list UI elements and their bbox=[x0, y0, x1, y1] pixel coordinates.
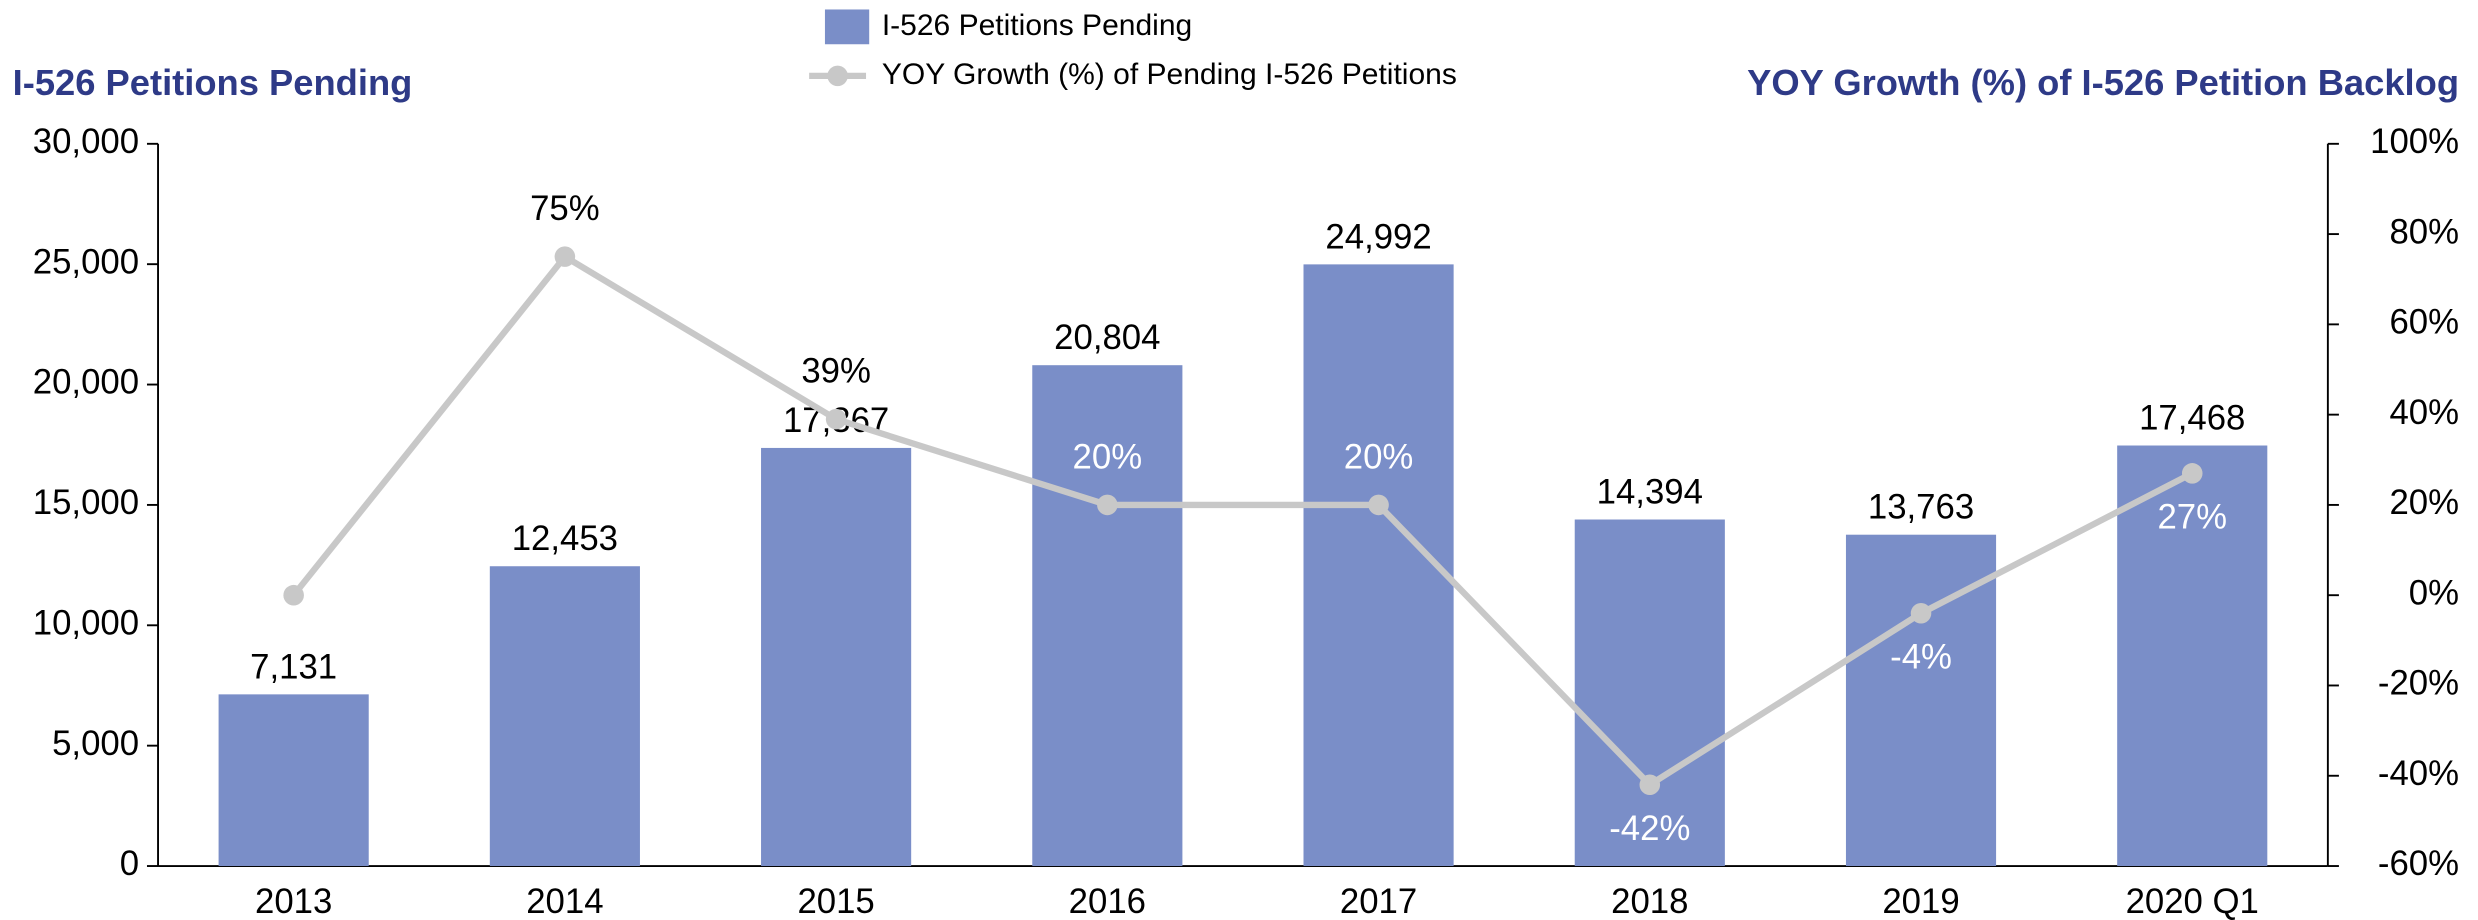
bar-value-label: 20,804 bbox=[1054, 319, 1160, 357]
line-marker bbox=[554, 246, 576, 267]
bar-value-label: 24,992 bbox=[1325, 218, 1431, 256]
bar bbox=[1574, 519, 1725, 867]
legend-swatch bbox=[827, 65, 848, 87]
y-tick-label: 15,000 bbox=[33, 484, 139, 522]
y2-tick-label: 40% bbox=[2389, 394, 2459, 432]
bar bbox=[761, 447, 912, 867]
line-marker bbox=[2181, 463, 2203, 484]
x-tick-label: 2019 bbox=[1882, 883, 1959, 920]
y2-tick-label: 60% bbox=[2389, 304, 2459, 342]
y-tick-label: 20,000 bbox=[33, 364, 139, 402]
x-tick-label: 2018 bbox=[1611, 883, 1688, 920]
y2-tick-label: -20% bbox=[2378, 665, 2459, 703]
y-axis-title: I-526 Petitions Pending bbox=[13, 62, 413, 103]
line-marker bbox=[1639, 774, 1661, 796]
line-value-label: 20% bbox=[1344, 438, 1414, 476]
line-marker bbox=[283, 584, 304, 606]
bar bbox=[2117, 445, 2268, 867]
y-tick-label: 10,000 bbox=[33, 604, 139, 642]
line-value-label: 39% bbox=[801, 353, 871, 391]
y2-tick-label: 100% bbox=[2370, 123, 2459, 161]
line-marker bbox=[1097, 494, 1118, 516]
x-tick-label: 2017 bbox=[1340, 883, 1417, 920]
line-value-label: 75% bbox=[530, 190, 600, 228]
x-tick-label: 2013 bbox=[255, 883, 332, 920]
line bbox=[291, 252, 2194, 789]
y2-tick-label: 20% bbox=[2389, 484, 2459, 522]
y2-tick-label: -40% bbox=[2378, 755, 2459, 793]
y-tick-label: 30,000 bbox=[33, 123, 139, 161]
legend-label: I-526 Petitions Pending bbox=[882, 9, 1192, 42]
line-value-label: 20% bbox=[1073, 438, 1143, 476]
y-tick-label: 0 bbox=[120, 845, 139, 883]
line-value-label: -42% bbox=[1609, 810, 1690, 848]
x-tick-label: 2020 Q1 bbox=[2126, 883, 2259, 920]
y2-tick-label: 80% bbox=[2389, 213, 2459, 251]
bar bbox=[218, 694, 369, 867]
bar bbox=[1303, 264, 1454, 867]
bar bbox=[1032, 365, 1183, 867]
bar bbox=[489, 566, 640, 867]
line-value-label: 27% bbox=[2157, 498, 2227, 536]
bar-value-label: 17,468 bbox=[2139, 399, 2245, 437]
y2-tick-label: 0% bbox=[2409, 574, 2459, 612]
line-marker bbox=[1910, 602, 1932, 624]
line-value-label: -4% bbox=[1890, 638, 1952, 676]
legend-label: YOY Growth (%) of Pending I-526 Petition… bbox=[882, 58, 1457, 91]
bar-value-label: 13,763 bbox=[1868, 489, 1974, 527]
y-tick-label: 25,000 bbox=[33, 243, 139, 281]
x-tick-label: 2016 bbox=[1069, 883, 1146, 920]
bar-value-label: 7,131 bbox=[250, 648, 337, 686]
bar-value-label: 14,394 bbox=[1597, 473, 1703, 511]
line-marker bbox=[825, 408, 847, 430]
legend-swatch bbox=[824, 9, 870, 45]
y2-axis-title: YOY Growth (%) of I-526 Petition Backlog bbox=[1747, 62, 2459, 103]
x-tick-label: 2014 bbox=[526, 883, 603, 920]
bar-value-label: 12,453 bbox=[512, 520, 618, 558]
x-tick-label: 2015 bbox=[797, 883, 874, 920]
line-marker bbox=[1368, 494, 1389, 516]
y-tick-label: 5,000 bbox=[52, 725, 139, 763]
y2-tick-label: -60% bbox=[2378, 845, 2459, 883]
